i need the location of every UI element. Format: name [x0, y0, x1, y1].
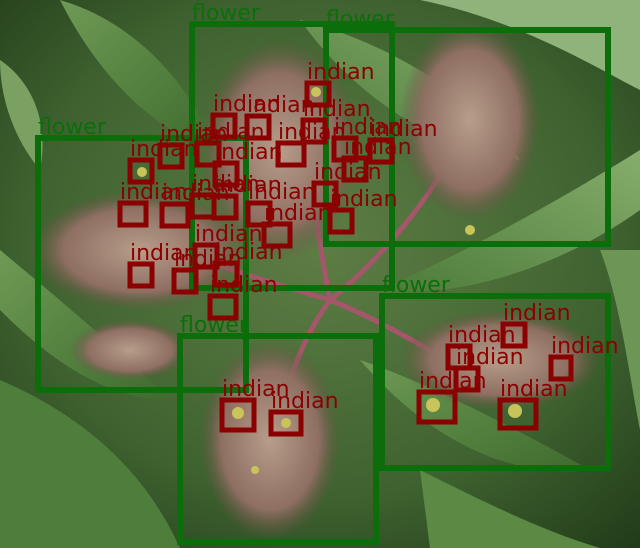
bounding-box	[192, 242, 220, 270]
flower-buds	[137, 87, 522, 474]
indian-detection: indian	[453, 345, 524, 393]
bounding-box	[416, 389, 458, 425]
indian-detection: indian	[207, 273, 278, 321]
indian-detection: indian	[171, 247, 242, 295]
detection-label: indian	[130, 137, 198, 162]
detection-label: indian	[215, 140, 283, 165]
detection-label: flower	[192, 1, 261, 26]
detection-label: indian	[303, 97, 371, 122]
detection-label: indian	[210, 273, 278, 298]
detection-label: flower	[382, 273, 451, 298]
bounding-box	[219, 397, 257, 433]
detection-label: indian	[247, 93, 315, 118]
detection-label: indian	[130, 241, 198, 266]
bounding-box	[210, 112, 238, 140]
indian-detection: indian	[268, 389, 339, 437]
bounding-box	[244, 113, 272, 141]
indian-detection: indian	[211, 173, 282, 221]
indian-detection: indian	[245, 180, 316, 228]
indian-detection: indian	[212, 240, 283, 288]
bounding-box	[379, 293, 611, 471]
bounding-box	[275, 140, 307, 168]
bounding-box	[311, 180, 339, 208]
indian-detection: indian	[210, 92, 281, 140]
indian-detection: indian	[127, 137, 198, 185]
detection-label: indian	[271, 389, 339, 414]
bounding-box	[245, 200, 273, 228]
detection-label: indian	[215, 240, 283, 265]
indian-detection: indian	[219, 377, 290, 433]
bounding-box	[194, 140, 222, 168]
bounding-box	[127, 261, 155, 289]
detection-label: indian	[314, 160, 382, 185]
detection-label: indian	[197, 120, 265, 145]
flower-detection: flower	[35, 115, 249, 393]
bounding-box	[127, 157, 155, 185]
flower-detection: flower	[177, 313, 379, 545]
indian-detection: indian	[212, 140, 283, 188]
bounding-box	[453, 365, 481, 393]
bounding-box	[300, 117, 328, 145]
flower-detection: flower	[379, 273, 611, 471]
detection-label: indian	[500, 377, 568, 402]
bounding-box	[261, 221, 293, 249]
indian-detection: indian	[445, 323, 516, 371]
detection-label: indian	[330, 187, 398, 212]
indian-detection: indian	[327, 187, 398, 235]
indian-detection: indian	[416, 369, 487, 425]
indian-detection: indian	[331, 115, 402, 163]
bounding-box	[497, 397, 539, 431]
detection-label: indian	[307, 60, 375, 85]
bounding-box	[117, 200, 149, 228]
indian-detection: indian	[192, 222, 263, 270]
indian-detection: indian	[300, 97, 371, 145]
bounding-box	[341, 155, 369, 183]
detection-label: indian	[334, 115, 402, 140]
bounding-box	[157, 142, 185, 170]
detection-label: indian	[214, 173, 282, 198]
detection-label: indian	[248, 180, 316, 205]
detection-label: indian	[503, 301, 571, 326]
detection-label: indian	[120, 180, 188, 205]
indian-detection: indian	[500, 301, 571, 349]
detection-label: indian	[195, 222, 263, 247]
bounding-box	[212, 160, 240, 188]
detection-label: indian	[174, 247, 242, 272]
bounding-box	[207, 293, 239, 321]
bounding-box	[548, 354, 574, 382]
bounding-box	[159, 201, 191, 229]
indian-detection: indian	[244, 93, 315, 141]
bounding-box	[327, 207, 355, 235]
bounding-box	[35, 135, 249, 393]
indian-detection: indian	[311, 160, 382, 208]
indian-detection: indian	[194, 120, 265, 168]
detection-label: indian	[222, 377, 290, 402]
detection-label: indian	[370, 117, 438, 142]
indian-detection: indian	[117, 180, 188, 228]
detection-label: indian	[192, 172, 260, 197]
bounding-box	[367, 137, 395, 165]
detection-label: indian	[456, 345, 524, 370]
detection-label: indian	[419, 369, 487, 394]
bounding-box	[304, 80, 332, 108]
bounding-box	[212, 260, 240, 288]
detection-label: indian	[213, 92, 281, 117]
indian-detection: indian	[304, 60, 375, 108]
bounding-box	[268, 409, 304, 437]
indian-detection: indian	[548, 334, 619, 382]
bounding-box	[177, 333, 379, 545]
detection-label: flower	[38, 115, 107, 140]
detection-label: indian	[551, 334, 619, 359]
detection-label: flower	[326, 7, 395, 32]
indian-detection: indian	[367, 117, 438, 165]
bounding-box	[500, 321, 528, 349]
indian-detection: indian	[127, 241, 198, 289]
indian-detection: indian	[497, 377, 568, 431]
detection-label: indian	[448, 323, 516, 348]
bounding-box	[211, 193, 239, 221]
bounding-box	[171, 267, 199, 295]
